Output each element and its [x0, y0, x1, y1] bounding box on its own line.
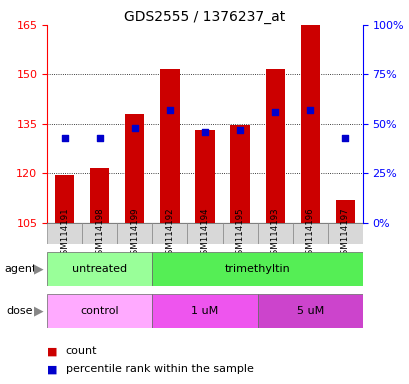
Point	[271, 109, 278, 115]
Point	[236, 127, 243, 133]
Bar	[152, 294, 257, 328]
Point	[166, 107, 173, 113]
Point	[61, 135, 68, 141]
Text: GSM114194: GSM114194	[200, 207, 209, 260]
Bar	[160, 70, 179, 223]
Bar	[292, 223, 327, 244]
Bar	[257, 223, 292, 244]
Text: GSM114198: GSM114198	[95, 207, 104, 260]
Point	[201, 129, 208, 135]
Point	[306, 107, 313, 113]
Bar	[90, 168, 109, 223]
Text: untreated: untreated	[72, 264, 127, 274]
Bar	[47, 294, 152, 328]
Text: trimethyltin: trimethyltin	[224, 264, 290, 274]
Text: GSM114197: GSM114197	[340, 207, 349, 260]
Bar	[335, 200, 354, 223]
Bar	[117, 223, 152, 244]
Bar	[230, 126, 249, 223]
Text: ■: ■	[47, 364, 58, 374]
Point	[341, 135, 348, 141]
Text: ▶: ▶	[34, 305, 43, 318]
Text: 1 uM: 1 uM	[191, 306, 218, 316]
Point	[96, 135, 103, 141]
Bar	[222, 223, 257, 244]
Bar	[152, 252, 362, 286]
Text: agent: agent	[4, 264, 36, 274]
Text: count: count	[65, 346, 97, 356]
Bar	[187, 223, 222, 244]
Bar	[47, 252, 152, 286]
Title: GDS2555 / 1376237_at: GDS2555 / 1376237_at	[124, 10, 285, 24]
Text: GSM114191: GSM114191	[60, 207, 69, 260]
Text: dose: dose	[6, 306, 33, 316]
Text: ■: ■	[47, 346, 58, 356]
Bar	[55, 175, 74, 223]
Text: GSM114195: GSM114195	[235, 207, 244, 260]
Text: GSM114192: GSM114192	[165, 207, 174, 260]
Bar	[265, 70, 284, 223]
Text: control: control	[80, 306, 119, 316]
Bar	[47, 223, 82, 244]
Text: percentile rank within the sample: percentile rank within the sample	[65, 364, 253, 374]
Point	[131, 125, 138, 131]
Text: 5 uM: 5 uM	[296, 306, 323, 316]
Bar	[327, 223, 362, 244]
Bar	[195, 131, 214, 223]
Bar	[125, 114, 144, 223]
Bar	[82, 223, 117, 244]
Bar	[300, 25, 319, 223]
Text: GSM114193: GSM114193	[270, 207, 279, 260]
Bar	[152, 223, 187, 244]
Text: GSM114196: GSM114196	[305, 207, 314, 260]
Text: GSM114199: GSM114199	[130, 207, 139, 260]
Text: ▶: ▶	[34, 262, 43, 275]
Bar	[257, 294, 362, 328]
